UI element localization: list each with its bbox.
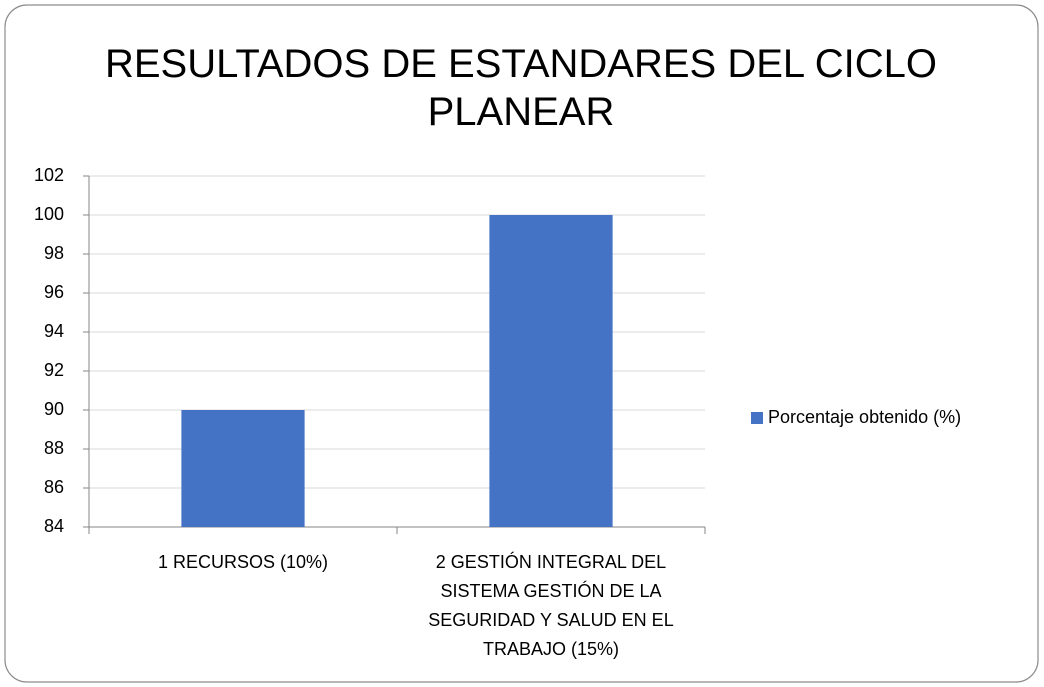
legend-swatch (751, 412, 763, 424)
chart-title: RESULTADOS DE ESTANDARES DEL CICLO PLANE… (104, 42, 938, 134)
y-tick-label: 102 (34, 165, 64, 185)
y-tick-label: 84 (44, 516, 64, 536)
bar (181, 410, 305, 527)
y-tick-label: 100 (34, 204, 64, 224)
y-tick-label: 90 (44, 399, 64, 419)
y-tick-label: 94 (44, 321, 64, 341)
y-tick-label: 88 (44, 438, 64, 458)
bar (489, 215, 613, 527)
legend-label: Porcentaje obtenido (%) (768, 407, 962, 427)
y-tick-label: 98 (44, 243, 64, 263)
x-tick-label: 1 RECURSOS (10%) (157, 552, 329, 572)
y-tick-label: 86 (44, 477, 64, 497)
y-tick-label: 96 (44, 282, 64, 302)
y-tick-label: 92 (44, 360, 64, 380)
x-tick-label: 2 GESTIÓN INTEGRAL DEL SISTEMA GESTIÓN D… (428, 552, 674, 659)
